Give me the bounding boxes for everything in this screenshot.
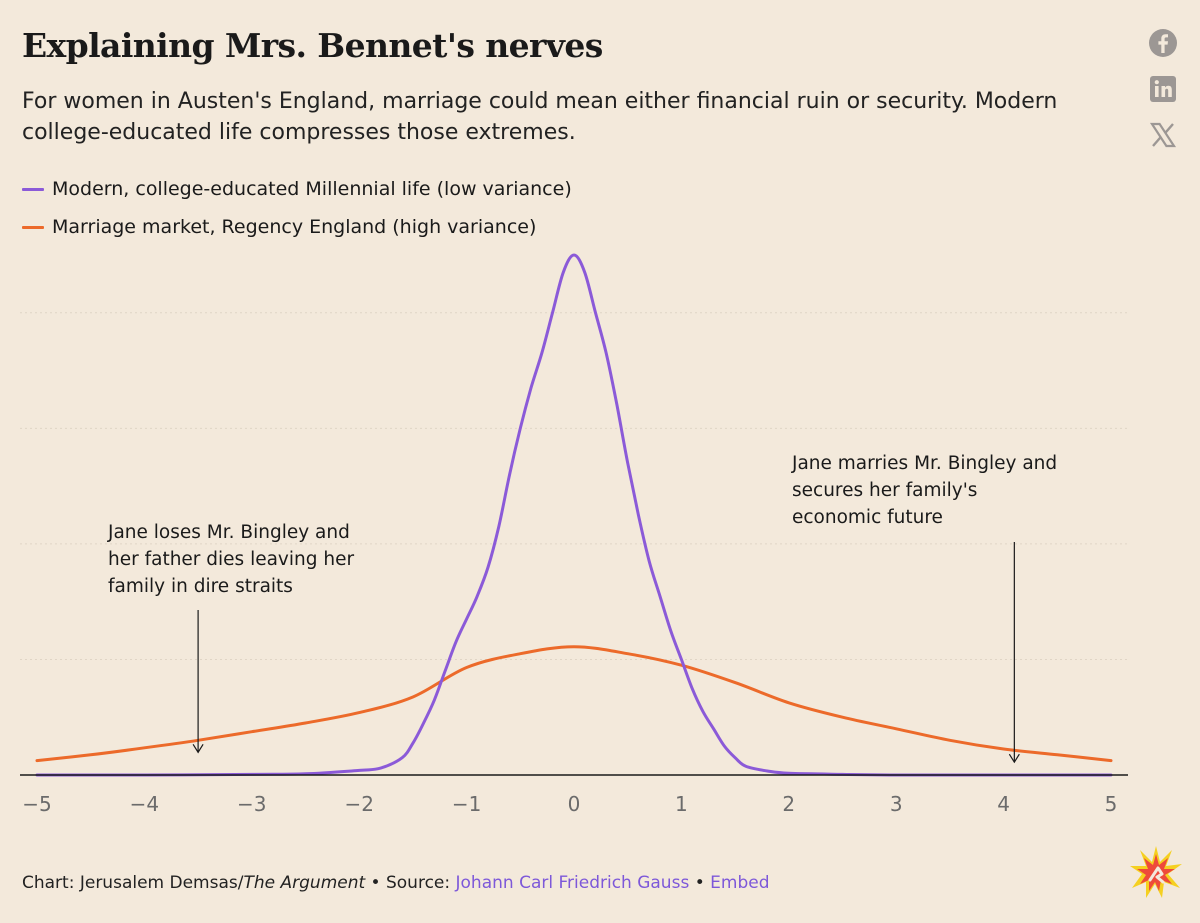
- x-tick-label: −4: [130, 792, 159, 816]
- x-icon[interactable]: [1146, 118, 1180, 152]
- embed-link[interactable]: Embed: [710, 873, 770, 893]
- footer-credit: Chart: Jerusalem Demsas/: [22, 873, 244, 893]
- annotation-text-line: her father dies leaving her: [108, 549, 354, 570]
- x-tick-label: −1: [452, 792, 481, 816]
- x-tick-label: 4: [997, 792, 1010, 816]
- annotation-text-line: economic future: [792, 507, 943, 528]
- footer-publication: The Argument: [243, 873, 366, 893]
- legend-item-modern: Modern, college-educated Millennial life…: [22, 170, 572, 208]
- facebook-icon[interactable]: [1146, 26, 1180, 60]
- series-line-modern: [35, 253, 1113, 777]
- annotation-text-line: family in dire straits: [108, 576, 293, 597]
- series-line-regency: [35, 645, 1113, 763]
- x-tick-label: −5: [22, 792, 51, 816]
- x-tick-label: 3: [890, 792, 903, 816]
- chart-title: Explaining Mrs. Bennet's nerves: [22, 26, 603, 65]
- x-tick-label: 0: [568, 792, 581, 816]
- annotation-text-line: Jane loses Mr. Bingley and: [107, 522, 350, 543]
- annotation-arrowhead: [1008, 753, 1020, 764]
- legend-swatch-modern: [22, 187, 44, 191]
- footer-separator: •: [689, 873, 711, 893]
- x-tick-label: −3: [237, 792, 266, 816]
- source-link[interactable]: Johann Carl Friedrich Gauss: [455, 873, 690, 893]
- social-share: [1146, 26, 1180, 164]
- x-tick-label: −2: [344, 792, 373, 816]
- legend-item-regency: Marriage market, Regency England (high v…: [22, 208, 572, 246]
- x-tick-label: 5: [1105, 792, 1118, 816]
- legend-label-regency: Marriage market, Regency England (high v…: [52, 216, 537, 238]
- x-tick-label: 1: [675, 792, 688, 816]
- annotation-text-line: Jane marries Mr. Bingley and: [791, 453, 1057, 474]
- linkedin-icon[interactable]: [1146, 72, 1180, 106]
- brand-logo-icon: [1130, 846, 1182, 898]
- annotation-arrowhead: [192, 744, 204, 754]
- footer: Chart: Jerusalem Demsas/The Argument • S…: [22, 873, 770, 893]
- chart-subtitle: For women in Austen's England, marriage …: [22, 89, 1058, 145]
- legend-swatch-regency: [22, 225, 44, 229]
- x-tick-label: 2: [782, 792, 795, 816]
- legend-label-modern: Modern, college-educated Millennial life…: [52, 178, 572, 200]
- footer-source-label: • Source:: [365, 873, 456, 893]
- legend: Modern, college-educated Millennial life…: [22, 170, 572, 246]
- annotation-text-line: secures her family's: [792, 480, 977, 501]
